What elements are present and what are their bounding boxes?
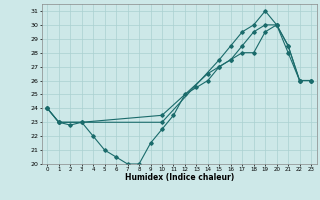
X-axis label: Humidex (Indice chaleur): Humidex (Indice chaleur) (124, 173, 234, 182)
